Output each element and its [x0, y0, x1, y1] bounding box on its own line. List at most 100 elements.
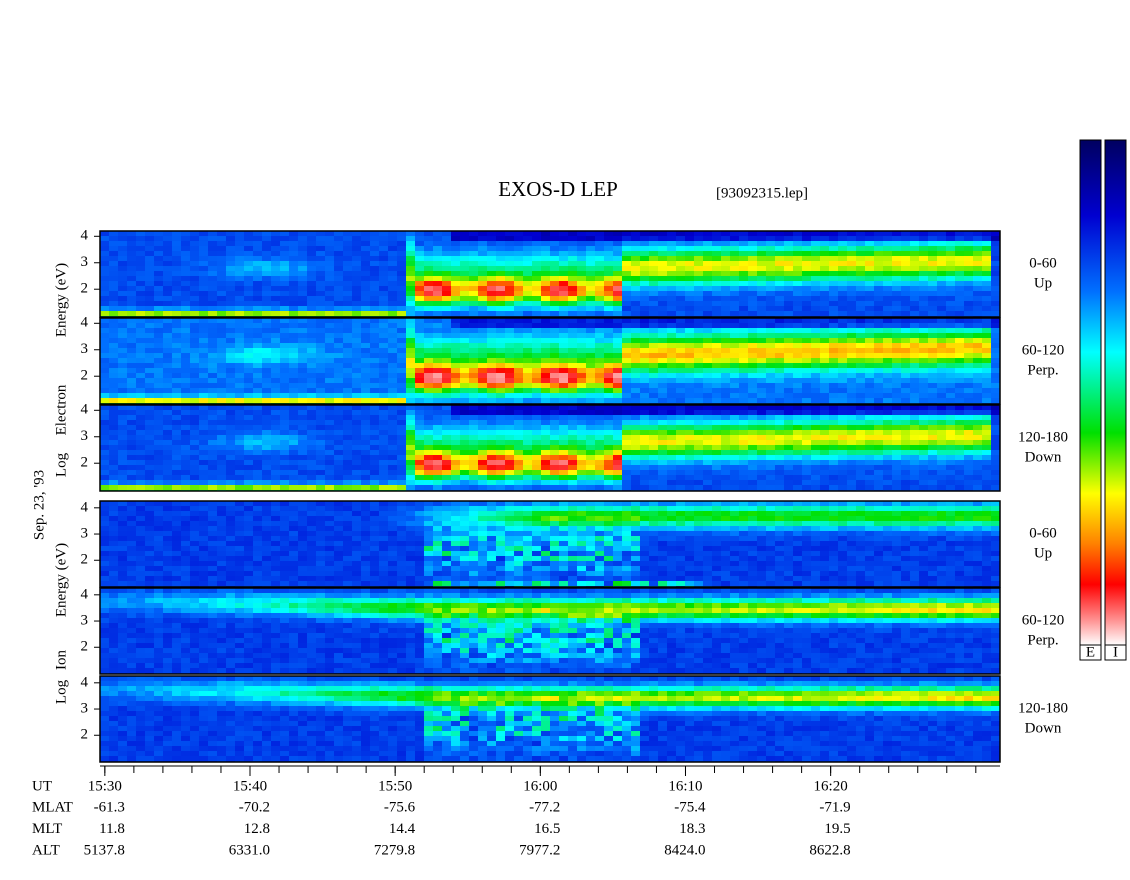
spectrogram-cell — [289, 440, 298, 445]
spectrogram-cell — [433, 271, 442, 276]
spectrogram-cell — [757, 470, 766, 475]
spectrogram-cell — [667, 241, 676, 246]
spectrogram-cell — [757, 425, 766, 430]
spectrogram-cell — [289, 256, 298, 261]
spectrogram-cell — [469, 343, 478, 348]
spectrogram-cell — [595, 318, 604, 323]
spectrogram-cell — [928, 383, 937, 388]
spectrogram-cell — [721, 256, 730, 261]
spectrogram-cell — [829, 231, 838, 236]
spectrogram-cell — [694, 246, 703, 251]
spectrogram-cell — [406, 251, 415, 256]
spectrogram-cell — [271, 480, 280, 485]
spectrogram-cell — [379, 328, 388, 333]
spectrogram-cell — [991, 318, 1000, 323]
spectrogram-cell — [550, 291, 559, 296]
spectrogram-cell — [910, 393, 919, 398]
spectrogram-cell — [793, 398, 802, 403]
spectrogram-cell — [406, 485, 415, 490]
spectrogram-cell — [694, 266, 703, 271]
spectrogram-cell — [370, 363, 379, 368]
spectrogram-cell — [460, 368, 469, 373]
spectrogram-cell — [244, 388, 253, 393]
spectrogram-cell — [370, 410, 379, 415]
spectrogram-cell — [136, 358, 145, 363]
spectrogram-cell — [487, 323, 496, 328]
spectrogram-cell — [127, 353, 136, 358]
spectrogram-cell — [316, 420, 325, 425]
spectrogram-cell — [586, 276, 595, 281]
spectrogram-cell — [154, 475, 163, 480]
spectrogram-cell — [100, 465, 109, 470]
spectrogram-cell — [235, 353, 244, 358]
spectrogram-cell — [577, 246, 586, 251]
spectrogram-cell — [316, 296, 325, 301]
spectrogram-cell — [100, 343, 109, 348]
spectrogram-cell — [676, 358, 685, 363]
spectrogram-cell — [982, 388, 991, 393]
spectrogram-cell — [541, 256, 550, 261]
spectrogram-cell — [100, 318, 109, 323]
spectrogram-cell — [370, 311, 379, 316]
spectrogram-cell — [604, 393, 613, 398]
spectrogram-cell — [955, 246, 964, 251]
spectrogram-cell — [145, 445, 154, 450]
spectrogram-cell — [145, 251, 154, 256]
spectrogram-cell — [523, 301, 532, 306]
spectrogram-cell — [946, 348, 955, 353]
spectrogram-cell — [208, 353, 217, 358]
spectrogram-cell — [235, 420, 244, 425]
spectrogram-cell — [820, 271, 829, 276]
spectrogram-cell — [469, 281, 478, 286]
spectrogram-cell — [217, 420, 226, 425]
spectrogram-cell — [694, 286, 703, 291]
spectrogram-cell — [406, 353, 415, 358]
spectrogram-cell — [649, 435, 658, 440]
spectrogram-cell — [739, 318, 748, 323]
spectrogram-cell — [613, 251, 622, 256]
spectrogram-cell — [847, 323, 856, 328]
spectrogram-cell — [451, 470, 460, 475]
spectrogram-cell — [982, 291, 991, 296]
spectrogram-cell — [550, 271, 559, 276]
spectrogram-cell — [280, 480, 289, 485]
spectrogram-cell — [397, 301, 406, 306]
spectrogram-cell — [118, 338, 127, 343]
spectrogram-cell — [505, 318, 514, 323]
spectrogram-cell — [874, 236, 883, 241]
spectrogram-cell — [298, 291, 307, 296]
spectrogram-cell — [442, 398, 451, 403]
spectrogram-cell — [703, 281, 712, 286]
spectrogram-cell — [442, 256, 451, 261]
spectrogram-cell — [532, 306, 541, 311]
spectrogram-cell — [964, 393, 973, 398]
spectrogram-cell — [226, 450, 235, 455]
spectrogram-cell — [334, 286, 343, 291]
spectrogram-cell — [253, 261, 262, 266]
spectrogram-cell — [163, 383, 172, 388]
spectrogram-cell — [649, 236, 658, 241]
spectrogram-cell — [559, 405, 568, 410]
spectrogram-cell — [856, 281, 865, 286]
spectrogram-cell — [514, 241, 523, 246]
spectrogram-cell — [172, 246, 181, 251]
spectrogram-cell — [901, 353, 910, 358]
spectrogram-cell — [919, 363, 928, 368]
spectrogram-cell — [514, 328, 523, 333]
spectrogram-cell — [631, 425, 640, 430]
spectrogram-cell — [226, 256, 235, 261]
spectrogram-cell — [334, 415, 343, 420]
spectrogram-cell — [406, 301, 415, 306]
spectrogram-cell — [667, 398, 676, 403]
spectrogram-cell — [262, 455, 271, 460]
spectrogram-cell — [559, 291, 568, 296]
spectrogram-cell — [685, 358, 694, 363]
spectrogram-cell — [883, 338, 892, 343]
spectrogram-cell — [577, 338, 586, 343]
spectrogram-cell — [352, 485, 361, 490]
spectrogram-cell — [829, 358, 838, 363]
spectrogram-cell — [748, 256, 757, 261]
spectrogram-cell — [397, 470, 406, 475]
spectrogram-cell — [739, 266, 748, 271]
spectrogram-cell — [514, 393, 523, 398]
